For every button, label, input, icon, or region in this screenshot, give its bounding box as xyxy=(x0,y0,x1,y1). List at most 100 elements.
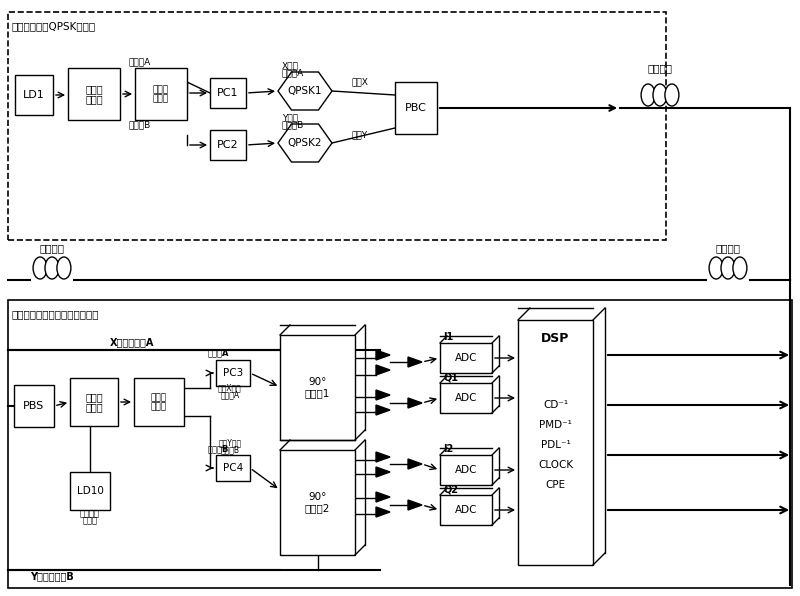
Text: ADC: ADC xyxy=(454,465,478,475)
Text: 传输光纤: 传输光纤 xyxy=(39,243,65,253)
Text: 光信号B: 光信号B xyxy=(221,445,239,455)
Ellipse shape xyxy=(733,257,747,279)
Text: ADC: ADC xyxy=(454,505,478,515)
Ellipse shape xyxy=(57,257,71,279)
Bar xyxy=(216,360,250,386)
Text: 双载波单偏振QPSK发射机: 双载波单偏振QPSK发射机 xyxy=(12,21,96,31)
Bar xyxy=(68,68,120,120)
Polygon shape xyxy=(376,350,390,360)
Bar xyxy=(280,450,355,555)
Bar xyxy=(15,75,53,115)
Text: Q2: Q2 xyxy=(443,484,458,494)
Bar xyxy=(8,300,792,588)
Text: 光学解: 光学解 xyxy=(153,85,169,94)
Text: 复用器: 复用器 xyxy=(151,402,167,411)
Ellipse shape xyxy=(653,84,667,106)
Text: PC3: PC3 xyxy=(223,368,243,378)
Bar xyxy=(216,455,250,481)
Text: 光信号A: 光信号A xyxy=(282,69,304,77)
Text: DSP: DSP xyxy=(542,331,570,344)
Text: 90°: 90° xyxy=(308,377,326,387)
Text: PC1: PC1 xyxy=(218,88,238,98)
Text: 光信号A: 光信号A xyxy=(129,57,151,67)
Ellipse shape xyxy=(665,84,679,106)
Text: Q1: Q1 xyxy=(443,372,458,382)
Text: 混频器2: 混频器2 xyxy=(305,503,330,513)
Text: 混频器1: 混频器1 xyxy=(305,388,330,398)
Polygon shape xyxy=(376,390,390,400)
Bar xyxy=(14,385,54,427)
Text: 本地X偏振: 本地X偏振 xyxy=(218,383,242,393)
Ellipse shape xyxy=(721,257,735,279)
Text: PBS: PBS xyxy=(23,401,45,411)
Bar xyxy=(440,495,492,525)
Text: I1: I1 xyxy=(443,332,454,342)
Text: PDL⁻¹: PDL⁻¹ xyxy=(541,440,570,450)
Bar xyxy=(440,343,492,373)
Bar xyxy=(280,335,355,440)
Bar xyxy=(135,68,187,120)
Text: LD10: LD10 xyxy=(77,486,103,496)
Polygon shape xyxy=(408,459,422,469)
Text: 生成器: 生成器 xyxy=(85,94,103,104)
Text: I2: I2 xyxy=(443,444,454,454)
Polygon shape xyxy=(278,72,332,110)
Text: 生成器: 生成器 xyxy=(85,402,103,412)
Text: PC4: PC4 xyxy=(223,463,243,473)
Text: 传输光纤: 传输光纤 xyxy=(715,243,741,253)
Text: 光信号A: 光信号A xyxy=(221,390,239,399)
Text: PC2: PC2 xyxy=(217,140,239,150)
Polygon shape xyxy=(278,124,332,162)
Text: 光信号A: 光信号A xyxy=(208,349,230,358)
Polygon shape xyxy=(408,398,422,408)
Polygon shape xyxy=(376,492,390,502)
Text: PBC: PBC xyxy=(405,103,427,113)
Text: 双载波: 双载波 xyxy=(85,392,103,402)
Text: 复用器: 复用器 xyxy=(153,94,169,103)
Text: 双载波: 双载波 xyxy=(85,84,103,94)
Polygon shape xyxy=(376,365,390,375)
Bar xyxy=(518,320,593,565)
Text: 光信号B: 光信号B xyxy=(282,120,304,129)
Bar xyxy=(8,12,666,240)
Text: Y偏振光信号B: Y偏振光信号B xyxy=(30,571,74,581)
Text: 双载波单偏振相干电处理接收机: 双载波单偏振相干电处理接收机 xyxy=(12,309,99,319)
Bar xyxy=(134,378,184,426)
Polygon shape xyxy=(376,467,390,477)
Ellipse shape xyxy=(45,257,59,279)
Text: CD⁻¹: CD⁻¹ xyxy=(543,400,568,410)
Text: 本地Y偏振: 本地Y偏振 xyxy=(218,439,242,448)
Text: Y偏振: Y偏振 xyxy=(282,113,298,123)
Text: 偏振X: 偏振X xyxy=(351,77,369,86)
Bar xyxy=(210,130,246,160)
Text: LD1: LD1 xyxy=(23,90,45,100)
Bar xyxy=(70,378,118,426)
Ellipse shape xyxy=(641,84,655,106)
Text: QPSK2: QPSK2 xyxy=(288,138,322,148)
Polygon shape xyxy=(376,405,390,415)
Text: 光信号: 光信号 xyxy=(82,517,98,526)
Text: X偏振光信号A: X偏振光信号A xyxy=(110,337,154,347)
Text: ADC: ADC xyxy=(454,353,478,363)
Text: QPSK1: QPSK1 xyxy=(288,86,322,96)
Text: CLOCK: CLOCK xyxy=(538,460,573,470)
Ellipse shape xyxy=(33,257,47,279)
Polygon shape xyxy=(408,500,422,510)
Polygon shape xyxy=(408,357,422,367)
Text: 光信号B: 光信号B xyxy=(129,120,151,129)
Polygon shape xyxy=(376,452,390,462)
Bar xyxy=(210,78,246,108)
Text: X偏振: X偏振 xyxy=(282,61,299,70)
Bar xyxy=(440,383,492,413)
Bar xyxy=(70,472,110,510)
Text: 偏振Y: 偏振Y xyxy=(352,131,368,139)
Bar xyxy=(395,82,437,134)
Bar xyxy=(440,455,492,485)
Text: PMD⁻¹: PMD⁻¹ xyxy=(539,420,572,430)
Text: 光信号B: 光信号B xyxy=(208,445,230,454)
Text: CPE: CPE xyxy=(546,480,566,490)
Text: 标准波长: 标准波长 xyxy=(80,510,100,519)
Text: 光学解: 光学解 xyxy=(151,393,167,402)
Polygon shape xyxy=(376,507,390,517)
Ellipse shape xyxy=(709,257,723,279)
